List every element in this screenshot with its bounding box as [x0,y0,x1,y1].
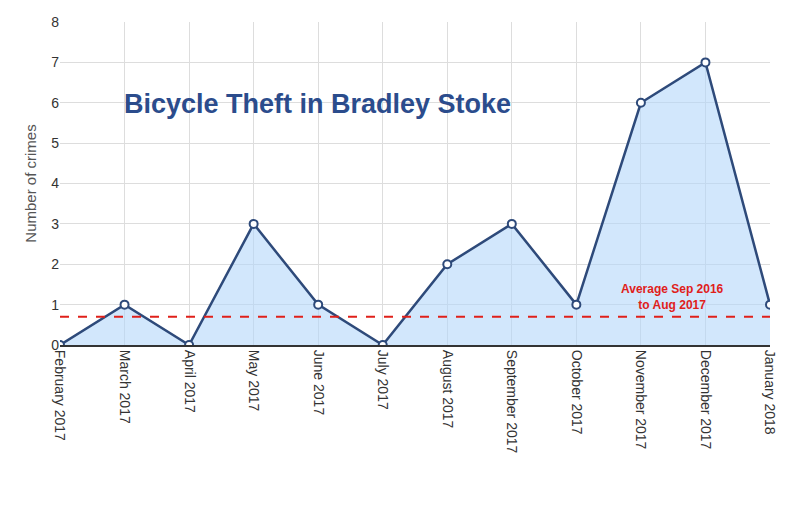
svg-text:5: 5 [51,135,59,151]
svg-text:8: 8 [51,14,59,30]
svg-text:July 2017: July 2017 [375,350,391,410]
svg-text:March 2017: March 2017 [117,350,133,424]
svg-text:January 2018: January 2018 [762,350,778,435]
svg-text:3: 3 [51,216,59,232]
svg-text:0: 0 [51,337,59,353]
svg-text:September 2017: September 2017 [504,350,520,454]
svg-text:2: 2 [51,256,59,272]
svg-text:6: 6 [51,95,59,111]
svg-text:December 2017: December 2017 [698,350,714,450]
svg-text:October 2017: October 2017 [569,350,585,435]
svg-text:April 2017: April 2017 [182,350,198,413]
svg-text:7: 7 [51,54,59,70]
svg-text:June 2017: June 2017 [311,350,327,416]
svg-text:4: 4 [51,175,59,191]
svg-text:1: 1 [51,297,59,313]
svg-text:Bicycle Theft in Bradley Stoke: Bicycle Theft in Bradley Stoke [124,89,511,119]
svg-text:February 2017: February 2017 [52,350,68,441]
svg-text:November 2017: November 2017 [633,350,649,450]
svg-text:Number of crimes: Number of crimes [22,124,39,242]
svg-text:August 2017: August 2017 [440,350,456,429]
svg-text:May 2017: May 2017 [246,350,262,412]
svg-text:Average Sep 2016to Aug 2017: Average Sep 2016to Aug 2017 [621,282,724,312]
